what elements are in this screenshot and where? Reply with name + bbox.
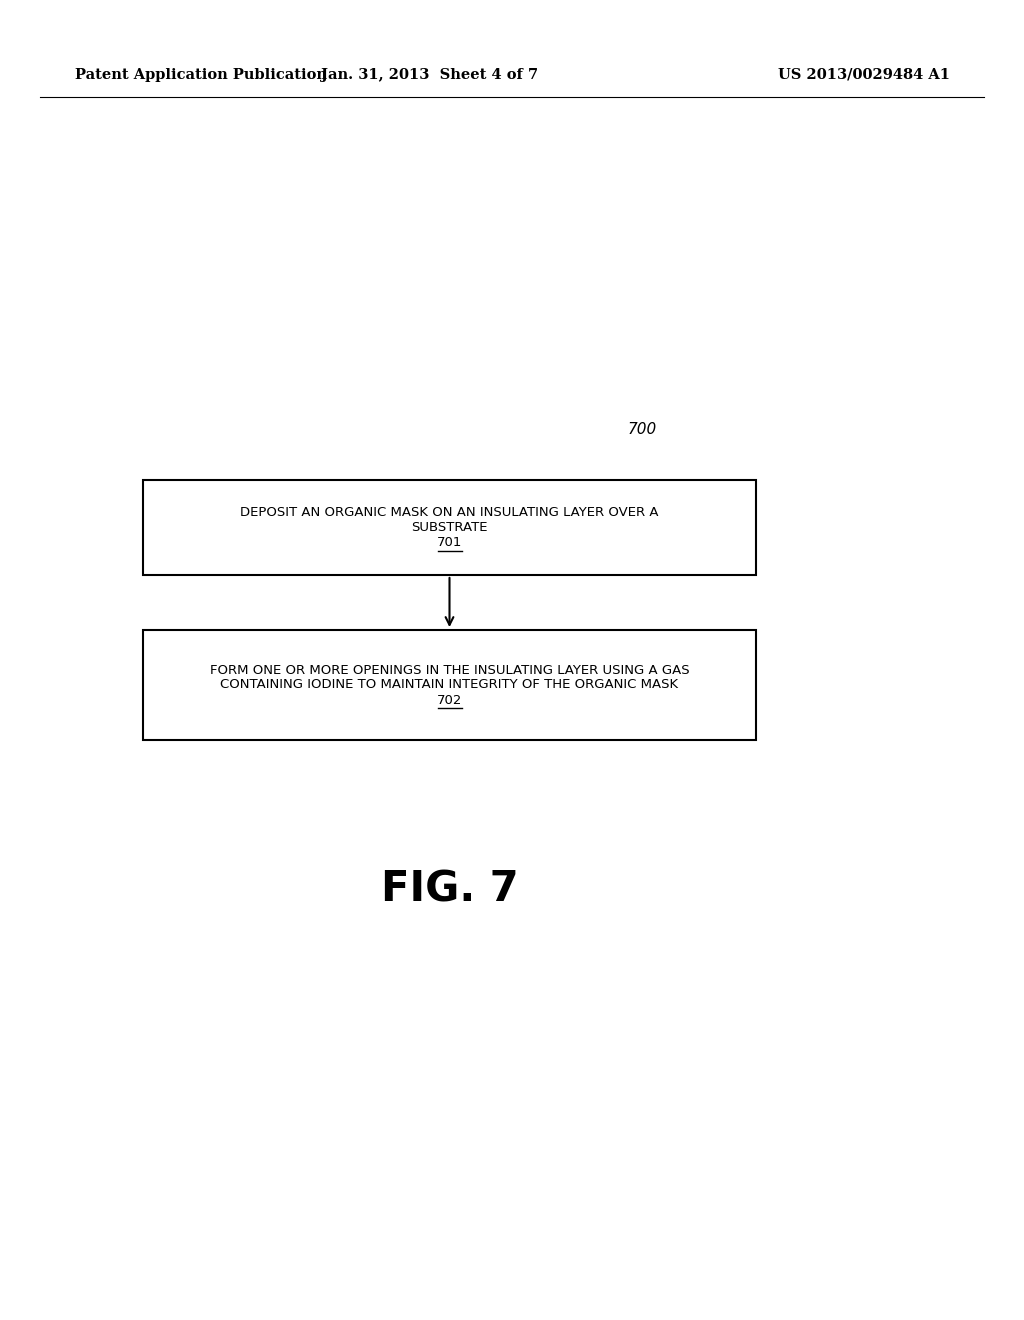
Text: US 2013/0029484 A1: US 2013/0029484 A1: [778, 69, 950, 82]
Text: 700: 700: [628, 422, 657, 437]
Text: Patent Application Publication: Patent Application Publication: [75, 69, 327, 82]
Text: FIG. 7: FIG. 7: [381, 869, 519, 911]
Bar: [143, 630, 756, 741]
Text: Jan. 31, 2013  Sheet 4 of 7: Jan. 31, 2013 Sheet 4 of 7: [322, 69, 539, 82]
Text: DEPOSIT AN ORGANIC MASK ON AN INSULATING LAYER OVER A: DEPOSIT AN ORGANIC MASK ON AN INSULATING…: [241, 506, 658, 519]
Text: SUBSTRATE: SUBSTRATE: [412, 521, 487, 535]
Text: 702: 702: [437, 693, 462, 706]
Text: 701: 701: [437, 536, 462, 549]
Text: FORM ONE OR MORE OPENINGS IN THE INSULATING LAYER USING A GAS: FORM ONE OR MORE OPENINGS IN THE INSULAT…: [210, 664, 689, 676]
Bar: [143, 480, 756, 576]
Text: CONTAINING IODINE TO MAINTAIN INTEGRITY OF THE ORGANIC MASK: CONTAINING IODINE TO MAINTAIN INTEGRITY …: [220, 678, 679, 692]
